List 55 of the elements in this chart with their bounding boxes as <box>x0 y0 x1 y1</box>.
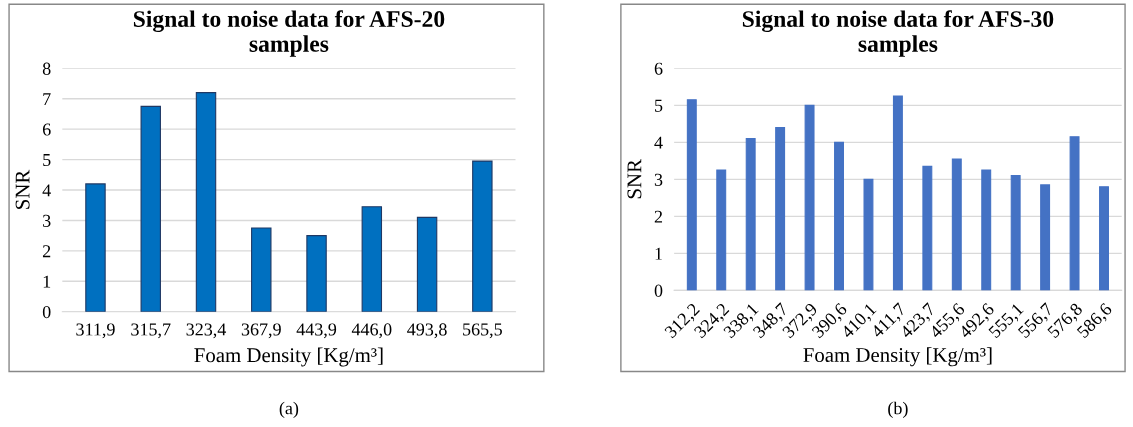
bar <box>1069 136 1080 291</box>
bar <box>1010 175 1021 291</box>
x-tick-label: 443,9 <box>296 323 337 339</box>
y-tick-label: 3 <box>43 214 51 227</box>
x-axis-title: Foam Density [Kg/m³] <box>803 347 992 367</box>
y-tick-label: 8 <box>42 62 51 75</box>
y-tick-label: 5 <box>655 99 663 112</box>
bar <box>775 126 786 291</box>
bar <box>834 141 844 291</box>
x-axis-title: Foam Density [Kg/m³] <box>194 347 383 367</box>
bar <box>951 158 962 291</box>
chart-title: Signal to noise data for AFS-20 samples <box>133 10 445 57</box>
y-tick-label: 2 <box>654 210 663 223</box>
y-tick-label: 2 <box>42 245 51 258</box>
bar <box>472 160 493 312</box>
bar <box>892 95 903 291</box>
x-tick-label: 311,9 <box>76 323 115 339</box>
x-tick-label: 315,7 <box>131 323 171 339</box>
x-tick-label: 323,4 <box>186 323 227 339</box>
x-tick-label: 565,5 <box>463 323 502 339</box>
y-tick-label: 1 <box>43 275 51 288</box>
text: (b) <box>888 401 908 419</box>
y-tick-label: 3 <box>654 173 663 186</box>
y-tick-label: 1 <box>655 247 662 260</box>
bar <box>716 169 727 291</box>
bar <box>863 178 874 291</box>
bar <box>361 206 383 312</box>
bar <box>85 183 106 312</box>
chart-title: Signal to noise data for AFS-30 samples <box>742 10 1054 57</box>
bar <box>1099 186 1109 291</box>
y-tick-label: 6 <box>654 62 663 75</box>
bar <box>251 227 272 312</box>
x-tick-label: 367,9 <box>241 323 281 339</box>
x-tick-label: 446,0 <box>351 323 392 339</box>
y-tick-label: 4 <box>654 136 663 149</box>
bar <box>745 138 756 291</box>
bar <box>195 92 217 312</box>
bar <box>804 104 815 291</box>
y-tick-label: 5 <box>43 154 51 167</box>
y-tick-label: 0 <box>42 305 51 319</box>
y-tick-label: 0 <box>654 284 663 297</box>
y-tick-label: 6 <box>42 123 51 136</box>
text: (a) <box>279 401 299 419</box>
bar <box>922 165 933 291</box>
bar <box>1040 184 1051 291</box>
x-tick-label: 493,8 <box>407 323 447 339</box>
bar <box>981 169 992 291</box>
y-tick-label: 4 <box>42 184 51 197</box>
bar <box>140 105 161 312</box>
y-axis-title: SNR <box>627 159 642 199</box>
y-tick-label: 7 <box>43 93 51 106</box>
bar <box>686 99 697 291</box>
bar <box>416 216 438 312</box>
bar <box>306 235 327 312</box>
y-axis-title: SNR <box>15 169 30 209</box>
